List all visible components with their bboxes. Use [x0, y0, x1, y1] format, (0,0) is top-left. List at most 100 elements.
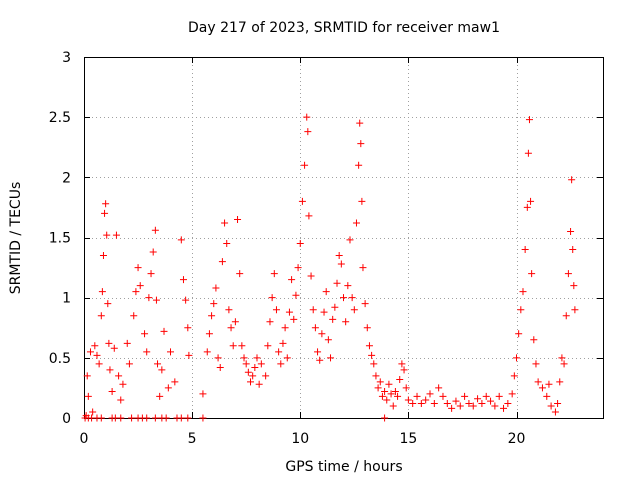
- data-point: [182, 296, 190, 304]
- data-point: [361, 300, 369, 308]
- x-tick-label: 15: [399, 431, 417, 447]
- data-point: [136, 282, 144, 290]
- data-point: [225, 306, 233, 314]
- data-point: [322, 288, 330, 296]
- data-point: [396, 375, 404, 383]
- data-point: [93, 351, 101, 359]
- data-point: [422, 396, 430, 404]
- data-point: [342, 318, 350, 326]
- data-point: [171, 378, 179, 386]
- data-point: [227, 324, 235, 332]
- data-point: [99, 252, 107, 260]
- data-point: [264, 342, 272, 350]
- data-point: [357, 140, 365, 148]
- data-point: [236, 270, 244, 278]
- data-point: [151, 414, 159, 422]
- data-point: [320, 308, 328, 316]
- data-point: [216, 363, 224, 371]
- data-point: [385, 380, 393, 388]
- data-point: [346, 236, 354, 244]
- data-point: [242, 360, 250, 368]
- data-point: [381, 414, 389, 422]
- data-point: [145, 294, 153, 302]
- data-point: [376, 378, 384, 386]
- data-point: [125, 360, 133, 368]
- data-point: [560, 360, 568, 368]
- data-point: [523, 203, 531, 211]
- data-point: [456, 402, 464, 410]
- data-point: [556, 378, 564, 386]
- data-point: [504, 400, 512, 408]
- data-point: [316, 356, 324, 364]
- data-point: [570, 282, 578, 290]
- data-point: [356, 119, 364, 127]
- data-point: [372, 372, 380, 380]
- data-point: [86, 348, 94, 356]
- data-point: [389, 402, 397, 410]
- axis-ticks: [84, 57, 603, 419]
- data-point: [474, 395, 482, 403]
- data-point: [534, 378, 542, 386]
- data-point: [203, 348, 211, 356]
- data-point: [327, 354, 335, 362]
- data-point: [318, 330, 326, 338]
- x-tick-label: 5: [188, 431, 197, 447]
- data-point: [311, 324, 319, 332]
- data-point: [117, 396, 125, 404]
- data-point: [551, 408, 559, 416]
- data-point: [482, 392, 490, 400]
- data-point: [162, 414, 170, 422]
- data-point: [149, 248, 157, 256]
- data-point: [374, 384, 382, 392]
- data-point: [524, 149, 532, 157]
- data-point: [545, 380, 553, 388]
- data-point: [409, 400, 417, 408]
- data-point: [279, 339, 287, 347]
- data-points: [81, 113, 579, 422]
- data-point: [567, 227, 575, 235]
- data-point: [91, 342, 99, 350]
- x-tick-labels: 0 5 10 15 20: [80, 431, 526, 447]
- data-point: [528, 270, 536, 278]
- data-point: [329, 315, 337, 323]
- data-point: [115, 372, 123, 380]
- data-point: [337, 260, 345, 268]
- data-point: [383, 396, 391, 404]
- data-point: [154, 360, 162, 368]
- data-point: [519, 288, 527, 296]
- data-point: [251, 363, 259, 371]
- y-tick-label: 2.5: [49, 110, 71, 126]
- data-point: [288, 276, 296, 284]
- data-point: [554, 400, 562, 408]
- data-point: [568, 176, 576, 184]
- data-point: [257, 360, 265, 368]
- data-point: [277, 360, 285, 368]
- data-point: [344, 282, 352, 290]
- y-tick-label: 0: [62, 411, 71, 427]
- data-point: [275, 348, 283, 356]
- data-point: [491, 402, 499, 410]
- data-point: [417, 400, 425, 408]
- data-point: [521, 246, 529, 254]
- data-point: [177, 414, 185, 422]
- data-point: [110, 344, 118, 352]
- data-point: [510, 372, 518, 380]
- data-point: [285, 308, 293, 316]
- data-point: [167, 348, 174, 356]
- data-point: [398, 360, 406, 368]
- data-point: [348, 294, 356, 302]
- x-tick-label: 0: [80, 431, 89, 447]
- data-point: [303, 113, 311, 121]
- x-tick-label: 10: [291, 431, 309, 447]
- y-axis-label: SRMTID / TECUs: [8, 182, 24, 295]
- data-point: [266, 318, 274, 326]
- data-point: [500, 404, 508, 412]
- data-point: [221, 219, 229, 227]
- data-point: [158, 366, 166, 374]
- chart-title: Day 217 of 2023, SRMTID for receiver maw…: [188, 20, 500, 36]
- data-point: [358, 197, 366, 205]
- data-point: [435, 384, 443, 392]
- data-point: [123, 339, 131, 347]
- data-point: [105, 339, 113, 347]
